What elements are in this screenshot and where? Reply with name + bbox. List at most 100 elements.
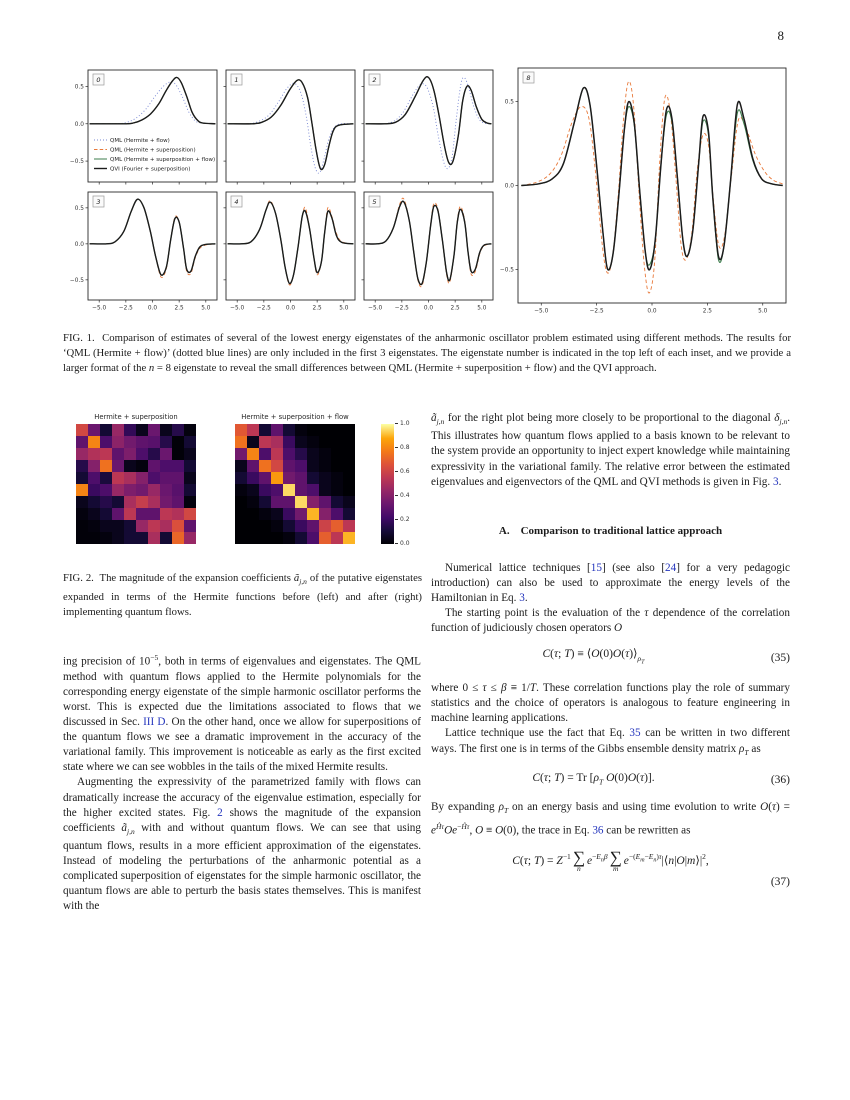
heatmap-cell	[136, 460, 148, 472]
heatmap-cell	[343, 472, 355, 484]
paragraph: The starting point is the evaluation of …	[431, 607, 790, 635]
heatmap-cell	[259, 532, 271, 544]
colorbar-tick: 0.2	[395, 516, 410, 523]
heatmap-cell	[307, 448, 319, 460]
heatmap-cell	[247, 472, 259, 484]
heatmap-cell	[235, 520, 247, 532]
heatmap-cell	[100, 520, 112, 532]
heatmap-cell	[160, 448, 172, 460]
svg-text:−5.0: −5.0	[368, 306, 382, 312]
right-text-column: ãj,n for the right plot being more close…	[431, 411, 790, 900]
heatmap-cell	[259, 520, 271, 532]
colorbar-tick: 0.8	[395, 444, 410, 451]
heatmap-cell	[319, 424, 331, 436]
equation-number: (35)	[770, 652, 790, 665]
paragraph: where 0 ≤ τ ≤ β ≡ 1/T. These correlation…	[431, 682, 790, 725]
heatmap-cell	[259, 436, 271, 448]
equation-number: (37)	[770, 875, 790, 888]
heatmap-cell	[160, 532, 172, 544]
heatmap-cell	[100, 448, 112, 460]
heatmap-cell	[331, 436, 343, 448]
heatmap-cell	[343, 496, 355, 508]
heatmap-cell	[172, 436, 184, 448]
heatmap-cell	[112, 496, 124, 508]
section-heading: A. Comparison to traditional lattice app…	[498, 524, 723, 537]
heatmap-cell	[331, 496, 343, 508]
heatmap-cell	[307, 436, 319, 448]
svg-text:2.5: 2.5	[703, 309, 713, 315]
heatmap-cell	[295, 496, 307, 508]
svg-text:0: 0	[96, 76, 100, 84]
heatmap-cell	[148, 472, 160, 484]
heatmap-cell	[172, 448, 184, 460]
heatmap-cell	[100, 424, 112, 436]
heatmap-cell	[343, 448, 355, 460]
svg-text:2.5: 2.5	[451, 306, 461, 312]
heatmap-cell	[184, 472, 196, 484]
heatmap-cell	[283, 532, 295, 544]
svg-text:QML (Hermite + superposition +: QML (Hermite + superposition + flow)	[110, 157, 215, 163]
heatmap-cell	[283, 496, 295, 508]
heatmap-cell	[343, 436, 355, 448]
heatmap-cell	[172, 460, 184, 472]
heatmap-cell	[100, 460, 112, 472]
heatmap-cell	[184, 484, 196, 496]
svg-text:0.0: 0.0	[424, 306, 434, 312]
heatmap-cell	[271, 472, 283, 484]
heatmap-cell	[259, 472, 271, 484]
svg-text:0.5: 0.5	[75, 84, 85, 90]
heatmap-cell	[247, 484, 259, 496]
heatmap-cell	[76, 520, 88, 532]
svg-text:0.5: 0.5	[75, 206, 85, 212]
heatmap-cell	[184, 436, 196, 448]
svg-text:3: 3	[96, 198, 100, 206]
svg-text:−2.5: −2.5	[395, 306, 409, 312]
svg-text:5: 5	[372, 198, 376, 206]
equation-36: C(τ; T) = Tr [ρT O(0)O(τ)]. (36)	[431, 771, 790, 789]
heatmap-cell	[160, 484, 172, 496]
heatmap-cell	[100, 496, 112, 508]
heatmap-cell	[319, 520, 331, 532]
equation-formula: C(τ; T) = Tr [ρT O(0)O(τ)].	[532, 771, 655, 787]
heatmap-cell	[283, 520, 295, 532]
svg-text:−5.0: −5.0	[534, 309, 548, 315]
svg-text:8: 8	[526, 74, 530, 82]
heatmap-cell	[88, 532, 100, 544]
heatmap-cell	[235, 424, 247, 436]
heatmap-cell	[271, 508, 283, 520]
heatmap-cell	[307, 496, 319, 508]
heatmap-cell	[148, 496, 160, 508]
heatmap-cell	[319, 496, 331, 508]
heatmap-cell	[76, 424, 88, 436]
heatmap-cell	[307, 472, 319, 484]
heatmap-cell	[148, 436, 160, 448]
heatmap-cell	[283, 508, 295, 520]
svg-text:2: 2	[372, 76, 376, 84]
heatmap-cell	[124, 532, 136, 544]
svg-text:1: 1	[234, 76, 238, 84]
heatmap-cell	[295, 508, 307, 520]
heatmap-cell	[319, 436, 331, 448]
heatmap-cell	[136, 532, 148, 544]
svg-text:QML (Hermite + superposition): QML (Hermite + superposition)	[110, 148, 196, 154]
heatmap-cell	[184, 496, 196, 508]
heatmap-cell	[148, 508, 160, 520]
heatmap-cell	[136, 496, 148, 508]
heatmap-cell	[148, 448, 160, 460]
heatmap-cell	[331, 484, 343, 496]
paragraph: ing precision of 10−5, both in terms of …	[63, 653, 421, 774]
left-text-column: ing precision of 10−5, both in terms of …	[63, 650, 421, 915]
heatmap-cell	[160, 520, 172, 532]
heatmap-cell	[319, 508, 331, 520]
svg-text:0.0: 0.0	[286, 306, 296, 312]
heatmap-cell	[319, 532, 331, 544]
heatmap-cell	[235, 448, 247, 460]
heatmap-right-title: Hermite + superposition + flow	[241, 413, 349, 421]
svg-text:0.0: 0.0	[647, 309, 657, 315]
heatmap-cell	[160, 496, 172, 508]
svg-text:−0.5: −0.5	[70, 159, 84, 165]
heatmap-cell	[307, 484, 319, 496]
heatmap-cell	[271, 460, 283, 472]
heatmap-cell	[88, 448, 100, 460]
heatmap-cell	[160, 436, 172, 448]
